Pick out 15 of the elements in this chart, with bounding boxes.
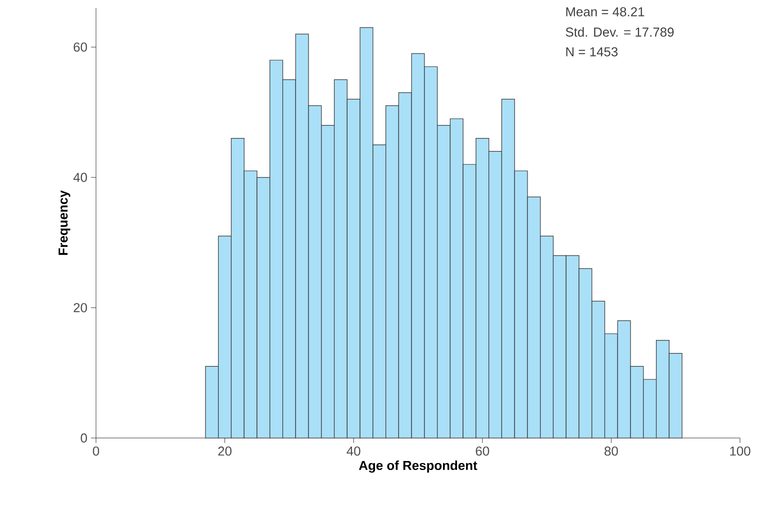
x-tick-label: 40 xyxy=(346,446,360,456)
x-tick-label: 80 xyxy=(604,446,618,456)
annotation: N = 1453 xyxy=(566,47,618,56)
y-axis-title: Frequency xyxy=(58,190,70,255)
x-tick-label: 0 xyxy=(92,446,100,456)
y-tick-label: 20 xyxy=(74,303,87,312)
x-axis-title: Age of Respondent xyxy=(358,460,478,473)
annotation: Mean = 48.21 xyxy=(566,7,644,16)
x-tick-label: 60 xyxy=(476,446,490,456)
annotation: Std. Dev. = 17.789 xyxy=(566,27,674,37)
y-tick-label: 0 xyxy=(80,433,87,443)
y-tick-label: 40 xyxy=(73,172,87,182)
x-tick-label: 20 xyxy=(218,446,232,456)
y-tick-label: 60 xyxy=(74,42,87,52)
x-tick-label: 100 xyxy=(730,446,750,456)
